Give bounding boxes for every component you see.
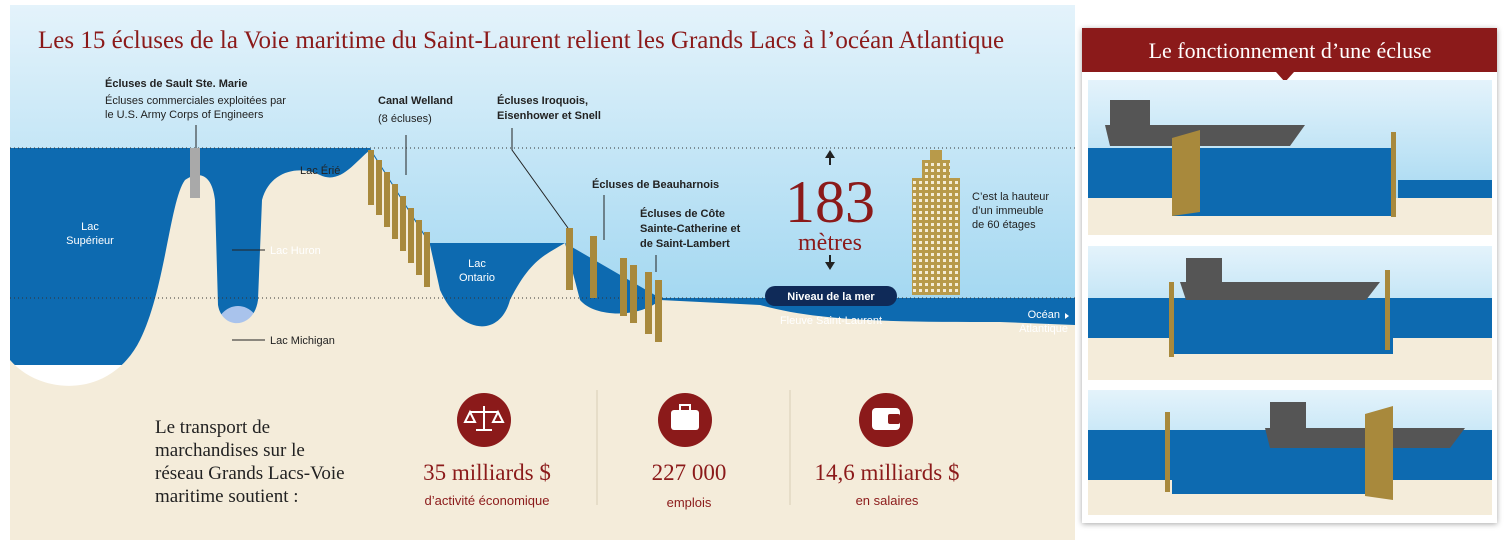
lake-label: Lac Huron <box>270 245 321 257</box>
sault-note: Écluses commerciales exploitées par <box>105 94 286 107</box>
stats-intro: Le transport de <box>155 417 270 438</box>
stat-label: en salaires <box>856 493 919 508</box>
lake-label: Lac <box>81 221 99 233</box>
height-unit: mètres <box>798 230 862 256</box>
infographic: Les 15 écluses de la Voie maritime du Sa… <box>0 0 1505 547</box>
lock-label: Eisenhower et Snell <box>497 110 601 122</box>
stats-intro: marchandises sur le <box>155 440 305 461</box>
height-note: d’un immeuble <box>972 205 1044 217</box>
stat-label: d’activité économique <box>424 493 549 508</box>
stat-value: 35 milliards $ <box>423 460 551 485</box>
stats-intro: réseau Grands Lacs-Voie <box>155 463 345 484</box>
panel-title: Le fonctionnement d’une écluse <box>1149 38 1432 63</box>
ocean-label: Atlantique <box>1019 323 1068 335</box>
lock-label: Écluses de Beauharnois <box>592 178 719 191</box>
height-note: de 60 étages <box>972 219 1036 231</box>
lake-label: Lac Michigan <box>270 335 335 347</box>
welland-name: Canal Welland <box>378 95 453 107</box>
stat-value: 227 000 <box>652 460 727 485</box>
lock-panel <box>1082 28 1497 523</box>
lock-label: Écluses de Côte <box>640 207 725 220</box>
lake-label: Lac Érié <box>300 164 340 177</box>
ocean-label: Océan <box>1028 309 1060 321</box>
sault-note: le U.S. Army Corps of Engineers <box>105 109 264 121</box>
lock-step-2 <box>1088 246 1492 380</box>
stats-intro: maritime soutient : <box>155 486 299 507</box>
height-note: C’est la hauteur <box>972 191 1049 203</box>
main-title: Les 15 écluses de la Voie maritime du Sa… <box>38 27 1004 54</box>
lock-label: de Saint-Lambert <box>640 238 730 250</box>
welland-note: (8 écluses) <box>378 113 432 125</box>
lock-step-3 <box>1088 390 1492 515</box>
lock-label: Sainte-Catherine et <box>640 223 741 235</box>
lock-label: Écluses Iroquois, <box>497 94 588 107</box>
sault-name: Écluses de Sault Ste. Marie <box>105 77 247 90</box>
lake-label: Ontario <box>459 272 495 284</box>
height-value: 183 <box>785 169 875 235</box>
sea-level: Niveau de la mer <box>787 291 875 303</box>
river-label: Fleuve Saint-Laurent <box>780 315 882 327</box>
lake-label: Lac <box>468 258 486 270</box>
lock-step-1 <box>1088 80 1492 235</box>
stat-value: 14,6 milliards $ <box>814 460 959 485</box>
lake-label: Supérieur <box>66 235 114 247</box>
stat-label: emplois <box>667 495 712 510</box>
